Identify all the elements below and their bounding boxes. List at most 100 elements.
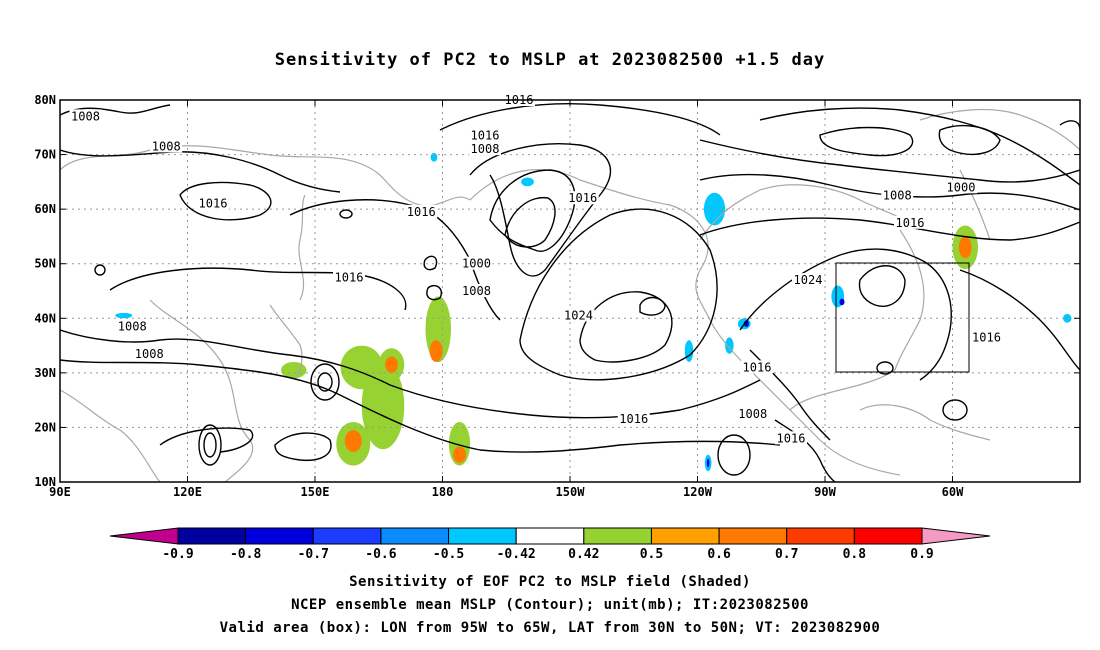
contour-label-bg [150,139,183,153]
contour-label-bg [133,346,166,360]
lon-tick-label: 90W [814,485,836,499]
colorbar-box [515,527,585,545]
colorbar-label: 0.9 [910,547,933,562]
contour-label-bg [469,142,501,156]
colorbar-label: 0.42 [568,547,599,562]
colorbar-label: -0.42 [497,547,536,562]
shade-patch [115,312,133,319]
contour-labels: 1008100810161016100810081016101610161008… [69,93,1003,445]
contour-label-bg [617,412,650,426]
contour-label-bg [881,188,914,202]
contour-label: 1016 [199,197,228,211]
colorbar: -0.9 -0.8 -0.7 -0.6 -0.5 -0.42 0.42 0.5 0.6 0.7 0.… [109,527,991,562]
colorbar-box [312,527,382,545]
lat-tick-label: 80N [34,93,56,107]
shade-patch [385,356,398,373]
contour-label-bg [894,215,926,229]
contour-label-bg [460,284,493,297]
caption-contour: NCEP ensemble mean MSLP (Contour); unit(… [291,597,809,613]
contour-label-bg [566,191,599,205]
contour-label-bg [775,431,807,445]
shade-patch [430,152,438,162]
contour-label: 1016 [743,360,772,374]
contour-label: 1024 [794,273,823,287]
contour-label: 1008 [135,347,164,361]
colorbar-label: -0.8 [230,547,261,562]
contour-label-bg [562,308,595,322]
colorbar-box [583,527,652,545]
map-title: Sensitivity of PC2 to MSLP at 2023082500… [274,50,826,70]
lat-tick-label: 30N [34,366,56,380]
shade-patch [1063,313,1072,323]
colorbar-label: 0.6 [707,547,731,562]
contour-label: 1008 [462,284,491,298]
colorbar-low-arrow [109,527,179,545]
shade-patch [958,236,972,259]
contour-label-bg [741,360,773,374]
colorbar-box [853,527,923,545]
contour-label-bg [333,270,365,284]
lat-tick-label: 10N [34,475,56,489]
contour-label: 1016 [407,205,436,219]
lat-tick-label: 20N [34,420,56,434]
contour-label-bg [469,128,501,142]
contour-label-bg [116,319,149,333]
colorbar-label: 0.5 [640,547,663,562]
contour-label: 1016 [896,216,925,230]
contour-label: 1016 [335,270,364,284]
contour-label-bg [405,204,438,218]
contour-label: 1016 [471,128,500,142]
shade-patch [706,458,710,468]
contour-label: 1008 [471,142,500,156]
contour-label: 1008 [71,109,100,123]
shade-patch [281,361,307,379]
shade-patch [344,430,362,452]
colorbar-box [786,527,855,545]
contour-label: 1000 [462,257,491,271]
contour-label: 1008 [152,139,181,153]
shade-patch [839,298,845,306]
lon-tick-label: 180 [432,485,454,499]
caption-shaded: Sensitivity of EOF PC2 to MSLP field (Sh… [349,574,751,590]
contour-label: 1008 [118,319,147,333]
caption-valid-area: Valid area (box): LON from 95W to 65W, L… [219,620,881,636]
lon-tick-label: 150E [301,485,330,499]
contour-label: 1000 [947,180,976,194]
colorbar-label: 0.7 [775,547,798,562]
shade-patch [684,340,694,362]
colorbar-label: -0.9 [162,547,193,562]
lat-tick-label: 40N [34,311,56,325]
colorbar-box [177,527,247,545]
lat-tick-label: 50N [34,257,56,271]
contour-label: 1016 [972,330,1001,344]
contour-label: 1016 [619,412,648,426]
valid-area-box [835,262,970,373]
contour-label-bg [736,406,769,420]
lon-tick-label: 120E [173,485,202,499]
colorbar-box [718,527,788,545]
contour-label-bg [945,180,977,194]
colorbar-box [380,527,450,545]
lon-tick-label: 150W [556,485,586,499]
shade-patch [453,446,466,463]
lat-lon-grid [60,100,1080,482]
mslp-contours [60,103,1080,482]
colorbar-box [245,527,314,545]
contour-label: 1016 [568,191,597,205]
lon-tick-label: 120W [683,485,713,499]
colorbar-box [650,527,720,545]
lat-tick-label: 60N [34,202,56,216]
contour-label: 1024 [564,309,593,323]
contour-label: 1016 [777,431,806,445]
colorbar-label: 0.8 [843,547,867,562]
colorbar-high-arrow [921,527,991,545]
contour-label-bg [69,109,102,123]
lon-tick-label: 90E [49,485,71,499]
shade-patch [521,177,534,187]
colorbar-label: -0.7 [298,547,329,562]
colorbar-box [448,527,517,545]
lat-tick-label: 70N [34,148,56,162]
contour-label-bg [460,256,493,270]
